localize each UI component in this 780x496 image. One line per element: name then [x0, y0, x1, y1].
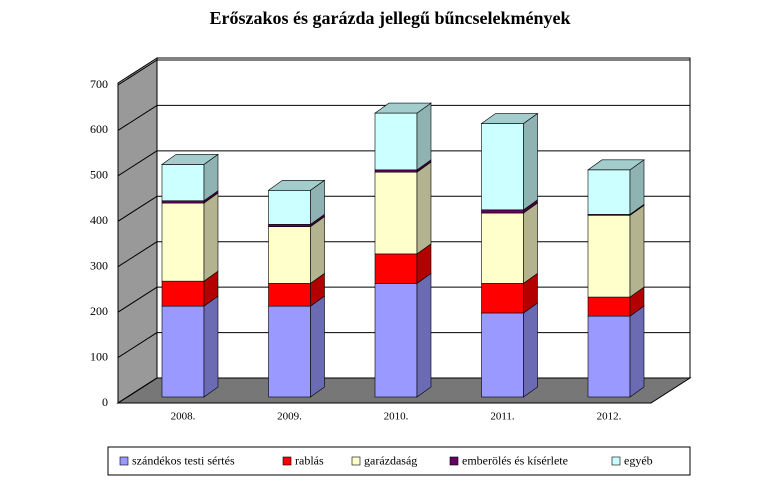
- legend-label: emberölés és kísérlete: [462, 453, 568, 467]
- grid-line: [117, 59, 158, 86]
- bar-front: [268, 283, 311, 307]
- grid-line: [117, 195, 158, 222]
- bar-front: [161, 305, 205, 398]
- bar-segment: [481, 272, 538, 314]
- bar-front: [268, 226, 311, 284]
- bar-top: [480, 113, 539, 124]
- y-tick-label: 600: [90, 122, 108, 136]
- grid-line: [117, 241, 158, 268]
- bar-front: [481, 212, 524, 284]
- bar-segment: [374, 102, 432, 171]
- y-tick-label: 300: [90, 258, 108, 272]
- bar-segment: [587, 305, 645, 398]
- bar-side: [523, 202, 538, 285]
- bar-side: [523, 112, 538, 211]
- bar-segment: [587, 159, 645, 215]
- bar-side: [416, 102, 432, 171]
- legend-swatch: [282, 456, 292, 466]
- bar-segment: [374, 272, 432, 398]
- bar-front: [481, 283, 524, 314]
- bar-segment: [161, 270, 219, 307]
- bar-segment: [480, 112, 539, 211]
- bar-segment: [481, 202, 538, 285]
- bar-front: [374, 253, 418, 284]
- grid-line: [117, 105, 158, 131]
- x-tick-label: 2009.: [277, 411, 302, 423]
- bar-side: [629, 204, 645, 298]
- bar-front: [374, 169, 418, 173]
- y-tick-label: 100: [90, 349, 108, 363]
- y-tick-label: 500: [90, 168, 108, 182]
- bar-segment: [481, 302, 538, 398]
- bar-front: [161, 280, 205, 307]
- bar-front: [587, 169, 631, 215]
- grid-line: [117, 286, 158, 313]
- bar-side: [203, 192, 219, 282]
- y-tick-label: 400: [90, 213, 108, 227]
- bar-segment: [587, 204, 645, 298]
- legend-label: rablás: [295, 453, 324, 467]
- bar-segment: [268, 272, 325, 307]
- bar-front: [374, 112, 418, 171]
- bar-front: [587, 214, 631, 298]
- bar-segment: [268, 216, 325, 285]
- x-tick-label: 2012.: [597, 411, 622, 423]
- bar-side: [416, 161, 432, 255]
- bar-front: [587, 315, 631, 398]
- chart-title: Erőszakos és garázda jellegű bűncselekmé…: [210, 8, 571, 28]
- grid-line: [117, 332, 158, 358]
- bar-side: [523, 302, 538, 398]
- bar-segment: [587, 286, 645, 317]
- bar-segment: [161, 192, 219, 282]
- legend-swatch: [119, 456, 129, 466]
- bar-segment: [161, 153, 219, 202]
- bar-front: [268, 190, 311, 225]
- bar-side: [310, 216, 325, 285]
- bar-segment: [374, 243, 432, 285]
- bar-segment: [161, 295, 219, 398]
- bar-front: [161, 164, 205, 202]
- legend-label: egyéb: [624, 453, 653, 467]
- bar-side: [416, 272, 432, 398]
- bar-segment: [374, 161, 432, 255]
- x-tick-label: 2010.: [384, 411, 409, 423]
- bar-front: [161, 202, 205, 282]
- legend-swatch: [449, 456, 459, 466]
- bar-front: [481, 312, 524, 398]
- bar-top: [587, 159, 645, 171]
- bar-side: [310, 295, 325, 398]
- legend-swatch: [611, 456, 621, 466]
- bar-front: [587, 296, 631, 317]
- bar-front: [374, 283, 418, 398]
- bar-top: [374, 102, 432, 114]
- y-tick-label: 700: [90, 77, 108, 91]
- legend-label: garázdaság: [364, 453, 417, 467]
- bar-side: [203, 295, 219, 398]
- bar-front: [374, 171, 418, 255]
- legend-swatch: [351, 456, 361, 466]
- bar-front: [268, 305, 311, 398]
- bar-front: [481, 209, 524, 214]
- legend-label: szándékos testi sértés: [132, 453, 235, 467]
- grid-line: [117, 377, 158, 404]
- grid-line: [117, 150, 158, 177]
- bar-front: [481, 123, 524, 211]
- x-tick-label: 2008.: [171, 411, 196, 423]
- x-tick-label: 2011.: [490, 411, 515, 423]
- bar-top: [267, 180, 326, 191]
- bar-segment: [267, 179, 326, 225]
- y-tick-label: 200: [90, 304, 108, 318]
- bar-front: [161, 200, 205, 204]
- bar-side: [629, 305, 645, 398]
- legend-box: [107, 446, 691, 476]
- y-tick-label: 0: [102, 395, 108, 409]
- bar-segment: [268, 295, 325, 398]
- bar-front: [268, 224, 311, 227]
- bar-top: [161, 154, 219, 165]
